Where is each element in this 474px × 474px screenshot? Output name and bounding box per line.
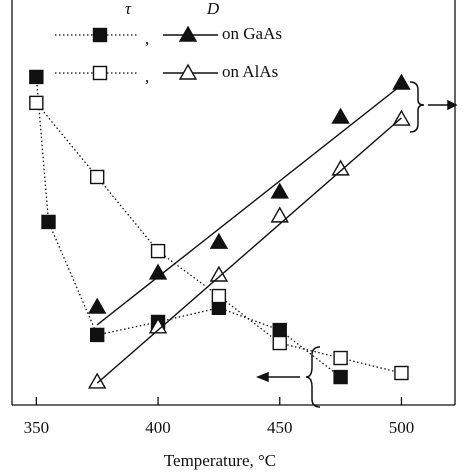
marker [87, 297, 107, 314]
legend-separator: , [145, 29, 149, 48]
marker [209, 265, 229, 282]
marker [392, 73, 411, 90]
marker [331, 107, 350, 124]
arrow-head [447, 99, 458, 111]
x-tick-label: 400 [145, 418, 171, 437]
marker [270, 182, 289, 199]
legend-header: τ [125, 0, 132, 18]
legend-label: on GaAs [222, 24, 282, 43]
marker [92, 65, 108, 81]
marker [211, 288, 227, 304]
marker [92, 27, 108, 43]
marker [272, 335, 287, 351]
x-tick-label: 500 [389, 418, 415, 437]
series-line [96, 117, 402, 384]
marker [333, 350, 348, 366]
brace-left [305, 346, 321, 408]
legend: τ D , , on GaAs on AlAs [55, 0, 282, 86]
marker [148, 263, 168, 280]
annotations [255, 81, 458, 408]
series-line [96, 84, 402, 326]
marker [394, 365, 409, 381]
marker [89, 327, 105, 343]
legend-separator: , [145, 67, 149, 86]
marker [89, 169, 105, 185]
marker [331, 159, 350, 176]
x-axis-label: Temperature, °C [164, 451, 276, 470]
legend-label: on AlAs [222, 62, 278, 81]
marker [270, 206, 289, 223]
marker [150, 243, 166, 259]
series-line [35, 76, 341, 378]
legend-header: D [206, 0, 220, 18]
axes [11, 0, 456, 406]
arrow-head [255, 371, 269, 383]
marker [29, 95, 44, 111]
marker [178, 25, 198, 42]
marker [178, 63, 198, 80]
marker [333, 369, 348, 385]
marker [29, 69, 44, 85]
marker [209, 232, 229, 249]
x-tick-label: 350 [24, 418, 50, 437]
marker [87, 372, 107, 389]
marker [272, 322, 287, 338]
x-tick-label: 450 [267, 418, 293, 437]
marker [41, 214, 56, 230]
brace-right [409, 81, 425, 133]
